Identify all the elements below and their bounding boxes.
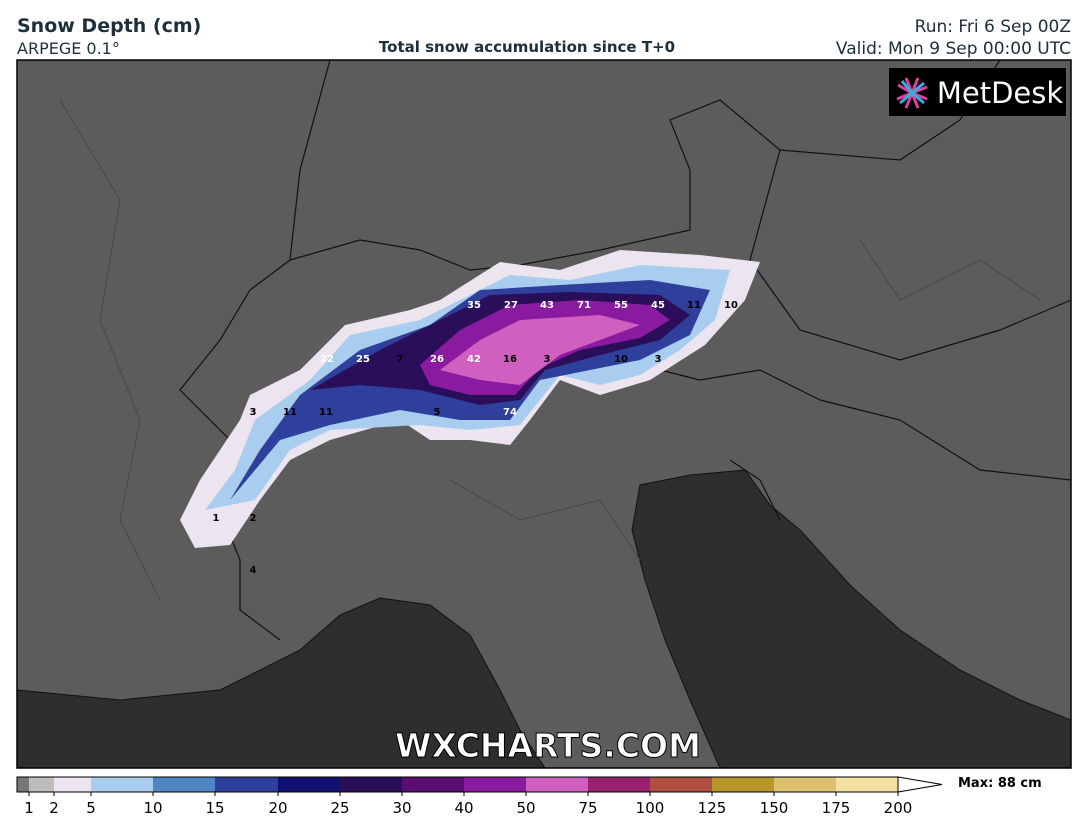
map-value-label: 43 — [540, 300, 554, 311]
sea — [631, 469, 1071, 768]
colorbar-tick-label: 25 — [330, 799, 349, 817]
colorbar-tick-label: 40 — [454, 799, 473, 817]
map-value-label: 7 — [397, 354, 404, 365]
map-value-label: 5 — [434, 407, 441, 418]
logo-icon — [896, 77, 928, 109]
map-value-label: 11 — [687, 300, 701, 311]
colorbar: 1 2 5 10 15 20 25 30 40 50 75 100 125 150 175 200 — [16, 776, 943, 817]
map-value-label: 42 — [467, 354, 481, 365]
map-value-label: 74 — [503, 407, 517, 418]
max-label: Max: 88 cm — [958, 776, 1042, 791]
map-value-label: 45 — [651, 300, 665, 311]
map-value-label: 22 — [320, 354, 334, 365]
map-value-label: 25 — [356, 354, 370, 365]
map-value-label: 10 — [614, 354, 628, 365]
colorbar-swatch — [29, 777, 54, 792]
colorbar-swatch — [278, 777, 340, 792]
map-value-label: 10 — [724, 300, 738, 311]
colorbar-swatch — [836, 777, 898, 792]
watermark: WXCHARTS.COM — [395, 726, 701, 765]
map-value-label: 4 — [250, 565, 257, 576]
colorbar-swatch — [215, 777, 278, 792]
colorbar-swatch — [17, 777, 29, 792]
valid: Valid: Mon 9 Sep 00:00 UTC — [836, 39, 1071, 59]
colorbar-swatch — [650, 777, 712, 792]
colorbar-tick-label: 10 — [143, 799, 162, 817]
map-value-label: 27 — [504, 300, 518, 311]
map-value-label: 11 — [283, 407, 297, 418]
run: Run: Fri 6 Sep 00Z — [915, 17, 1071, 37]
map-value-label: 26 — [430, 354, 444, 365]
colorbar-tick-label: 75 — [578, 799, 597, 817]
map-frame — [16, 59, 1072, 769]
colorbar-tick-label: 15 — [205, 799, 224, 817]
map-value-label: 55 — [614, 300, 628, 311]
colorbar-tick-label: 5 — [86, 799, 96, 817]
colorbar-swatch — [464, 777, 526, 792]
colorbar-swatch — [712, 777, 774, 792]
colorbar-tick-label: 1 — [24, 799, 34, 817]
subtitle: Total snow accumulation since T+0 — [379, 38, 675, 56]
map-value-label: 3 — [544, 354, 551, 365]
colorbar-swatch — [340, 777, 402, 792]
colorbar-tick-label: 125 — [698, 799, 727, 817]
colorbar-tick-label: 30 — [392, 799, 411, 817]
borders — [179, 60, 1071, 641]
colorbar-swatch — [153, 777, 215, 792]
map-value-label: 11 — [319, 407, 333, 418]
colorbar-tick-label: 2 — [49, 799, 59, 817]
colorbar-swatch — [526, 777, 588, 792]
colorbar-swatch — [54, 777, 91, 792]
map-value-label: 1 — [213, 513, 220, 524]
colorbar-swatch — [588, 777, 650, 792]
colorbar-tick-label: 150 — [760, 799, 789, 817]
colorbar-swatch — [774, 777, 836, 792]
map-value-label: 71 — [577, 300, 591, 311]
colorbar-swatch — [91, 777, 153, 792]
map-value-label: 35 — [467, 300, 481, 311]
colorbar-arrow — [897, 776, 943, 793]
map-value-label: 16 — [503, 354, 517, 365]
colorbar-tick-label: 20 — [268, 799, 287, 817]
colorbar-tick-label: 50 — [516, 799, 535, 817]
map-value-label: 2 — [250, 513, 257, 524]
map-value-label: 3 — [655, 354, 662, 365]
regions — [59, 99, 1041, 601]
colorbar-tick-label: 200 — [884, 799, 913, 817]
colorbar-swatch — [402, 777, 464, 792]
snow-area — [440, 315, 640, 385]
sea — [17, 597, 546, 768]
colorbar-tick-label: 175 — [822, 799, 851, 817]
map-value-label: 3 — [250, 407, 257, 418]
logo-text: MetDesk — [937, 76, 1064, 110]
model: ARPEGE 0.1° — [17, 39, 120, 58]
title: Snow Depth (cm) — [17, 15, 201, 37]
colorbar-tick-label: 100 — [636, 799, 665, 817]
colorbar-frame — [16, 776, 899, 793]
